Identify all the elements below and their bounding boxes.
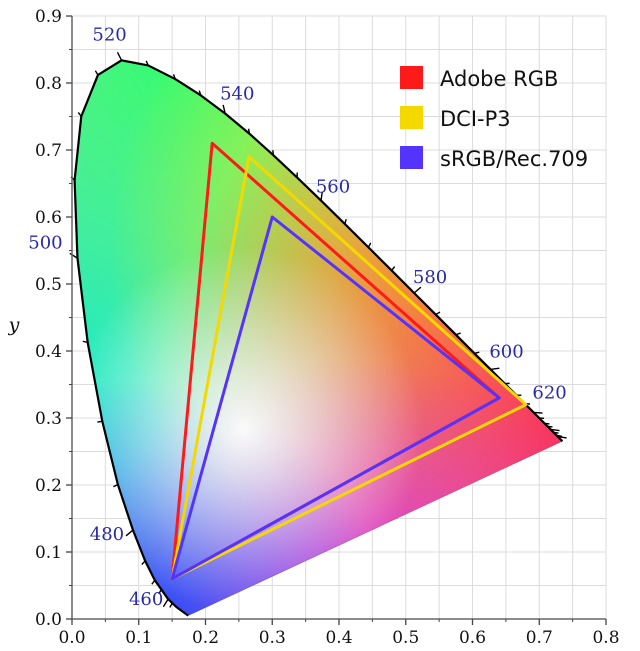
- y-tick-label: 0.6: [35, 208, 62, 228]
- locus-tick: [533, 411, 543, 414]
- locus-tick: [77, 111, 82, 117]
- x-tick-label: 0.1: [125, 628, 152, 648]
- locus-tick: [553, 431, 559, 434]
- locus-tick: [320, 191, 323, 201]
- locus-tick: [69, 252, 78, 259]
- locus-tick: [94, 70, 99, 76]
- gamut-triangle-2: [170, 215, 501, 581]
- locus-tick: [198, 90, 202, 96]
- locus-tick: [162, 598, 169, 608]
- legend-swatch: [400, 106, 423, 129]
- wavelength-labels: 460 480 500 520 540 560 580 600 620: [28, 24, 566, 610]
- locus-tick: [544, 422, 550, 425]
- x-tick-label: 0.3: [259, 628, 286, 648]
- wavelength-label: 600: [489, 341, 523, 362]
- locus-tick: [474, 351, 480, 355]
- locus-tick: [97, 420, 103, 423]
- locus-tick: [158, 589, 163, 595]
- legend: Adobe RGB DCI-P3 sRGB/Rec.709: [400, 66, 588, 171]
- spectral-locus: [69, 52, 567, 617]
- locus-tick: [547, 425, 553, 428]
- wavelength-label: 620: [532, 382, 566, 403]
- x-tick-label: 0.2: [192, 628, 219, 648]
- y-tick-label: 0.8: [35, 74, 62, 94]
- x-tick-label: 0.5: [392, 628, 419, 648]
- y-tick-label: 0.9: [35, 7, 62, 27]
- locus-tick: [367, 242, 372, 248]
- locus-tick: [490, 367, 500, 371]
- locus-tick: [145, 60, 149, 66]
- gamut-triangles: [170, 141, 528, 581]
- y-tick-label: 0.0: [35, 610, 62, 630]
- locus-tick: [172, 74, 176, 80]
- legend-swatch: [400, 66, 423, 89]
- wavelength-label: 460: [129, 589, 163, 610]
- locus-tick: [557, 435, 567, 439]
- locus-tick: [113, 483, 119, 488]
- y-tick-label: 0.4: [35, 342, 62, 362]
- wavelength-label: 520: [92, 24, 126, 45]
- locus-tick: [82, 340, 88, 344]
- y-tick-label: 0.5: [35, 275, 62, 295]
- locus-tick: [116, 52, 123, 61]
- locus-tick: [141, 560, 146, 566]
- x-tick-label: 0.6: [459, 628, 486, 648]
- locus-tick: [455, 332, 461, 336]
- locus-tick: [222, 104, 226, 114]
- locus-tick: [391, 266, 396, 271]
- locus-tick: [550, 428, 560, 432]
- locus-tick: [125, 529, 134, 537]
- wavelength-label: 540: [220, 84, 254, 105]
- wavelength-label: 500: [28, 232, 62, 253]
- legend-label: DCI-P3: [440, 107, 511, 131]
- x-tick-label: 0.4: [325, 628, 352, 648]
- legend-label: Adobe RGB: [440, 67, 558, 91]
- locus-tick: [435, 311, 441, 316]
- locus-tick: [169, 602, 173, 608]
- locus-tick: [247, 128, 251, 134]
- x-tick-label: 0.8: [592, 628, 619, 648]
- locus-tick: [344, 218, 347, 225]
- y-tick-label: 0.2: [35, 476, 62, 496]
- wavelength-label: 580: [413, 267, 447, 288]
- y-tick-label: 0.1: [35, 543, 62, 563]
- wavelength-label: 480: [90, 524, 124, 545]
- gamut-triangle-1: [170, 155, 528, 581]
- locus-tick: [151, 579, 156, 585]
- y-tick-label: 0.7: [35, 141, 62, 161]
- y-tick-label: 0.3: [35, 409, 62, 429]
- spectral-locus-curve: [73, 59, 564, 617]
- x-tick-label: 0.7: [526, 628, 553, 648]
- x-tick-label: 0.0: [58, 628, 85, 648]
- legend-label: sRGB/Rec.709: [440, 147, 588, 171]
- legend-swatch: [400, 146, 423, 169]
- locus-tick: [413, 286, 422, 294]
- axes: 0.0 0.1 0.2 0.3 0.4 0.5 0.6 0.7 0.8 0.0 0.1 0.2 0.3 0…: [8, 7, 620, 648]
- wavelength-label: 560: [316, 177, 350, 198]
- y-axis-title: y: [8, 314, 20, 336]
- line-of-purples: [188, 440, 563, 617]
